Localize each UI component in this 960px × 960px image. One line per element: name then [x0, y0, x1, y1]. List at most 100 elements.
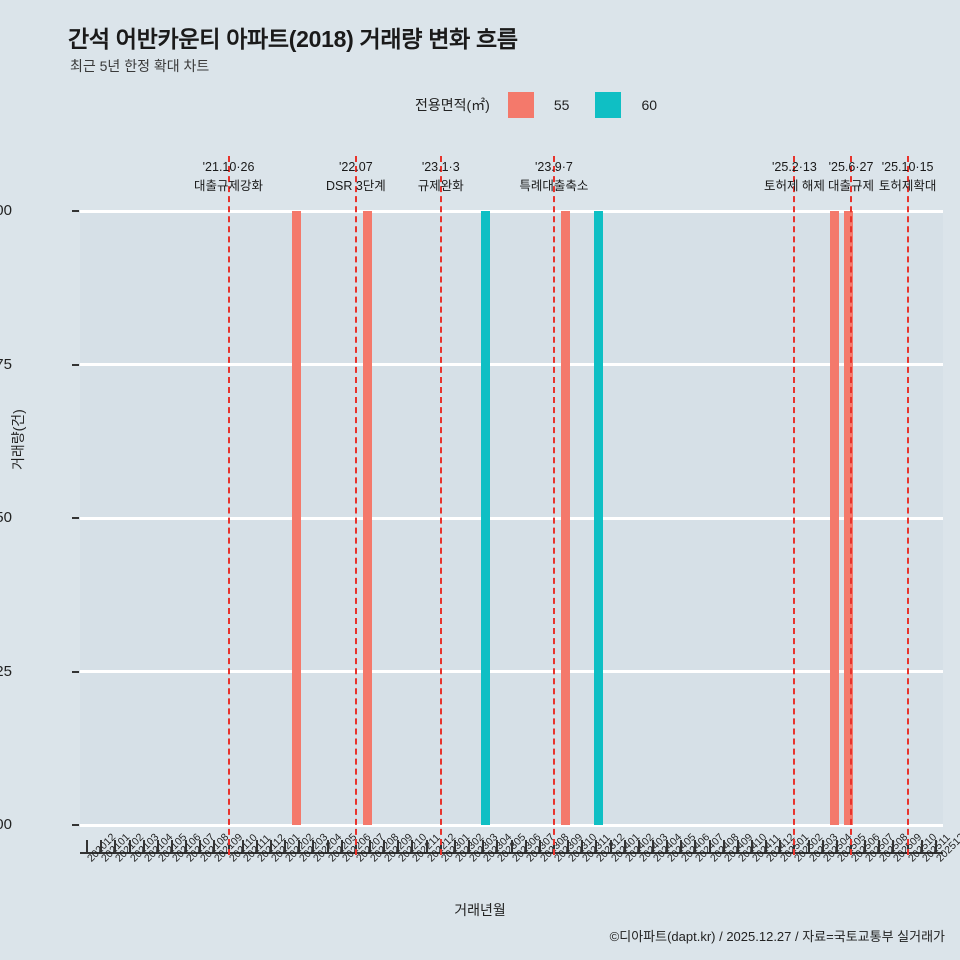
x-tick-mark	[637, 840, 640, 853]
x-tick-mark	[369, 840, 372, 853]
legend-swatch-60	[595, 92, 622, 118]
event-annotation-202502: '25.2·13 토허제 해제	[734, 158, 854, 196]
x-tick-mark	[510, 840, 513, 853]
bar-55-202506[interactable]	[844, 211, 854, 825]
chart-title: 간석 어반카운티 아파트(2018) 거래량 변화 흐름	[68, 26, 518, 52]
x-tick-mark	[878, 840, 881, 853]
event-date: '21.10·26	[202, 160, 255, 174]
grid-line	[80, 209, 943, 213]
x-tick-mark	[538, 840, 541, 853]
grid-line	[80, 823, 943, 827]
event-text: 규제완화	[417, 178, 464, 193]
event-annotation-202510: '25.10·15 토허제확대	[848, 158, 960, 196]
bar-60-202312[interactable]	[594, 211, 604, 825]
y-tick-mark	[72, 210, 79, 212]
chart-subtitle: 최근 5년 한정 확대 차트	[70, 58, 210, 74]
event-text: 토허제 해제	[763, 178, 825, 193]
x-axis-line	[80, 852, 943, 854]
x-tick-mark	[86, 840, 89, 853]
event-annotation-202301: '23.1·3 규제완화	[381, 158, 501, 196]
y-tick-label: 0.25	[0, 662, 12, 680]
y-axis-label: 거래량(건)	[10, 409, 26, 470]
bar-55-202310[interactable]	[561, 211, 571, 825]
event-line-202510	[906, 156, 909, 855]
y-tick-label: 1.00	[0, 202, 12, 219]
x-tick-mark	[581, 840, 584, 853]
event-annotation-202309: '23.9·7 특례대출축소	[494, 158, 614, 196]
x-tick-mark	[269, 840, 272, 853]
grid-line	[80, 363, 943, 366]
legend-label-60: 60	[641, 97, 658, 113]
bar-55-202203[interactable]	[292, 211, 302, 825]
x-tick-mark	[284, 840, 287, 853]
legend-title: 전용면적(㎡)	[415, 97, 490, 113]
x-tick-mark	[751, 840, 753, 853]
x-tick-mark	[100, 840, 103, 853]
x-tick-mark	[185, 840, 188, 853]
x-tick-mark	[411, 840, 414, 853]
x-tick-mark	[807, 840, 810, 853]
event-date: '22.07	[339, 160, 373, 174]
y-tick-mark	[72, 363, 79, 366]
x-tick-mark	[694, 840, 697, 853]
x-tick-mark	[128, 840, 131, 853]
legend-item-55[interactable]: 55	[507, 92, 570, 118]
event-text: 토허제확대	[878, 178, 937, 193]
event-text: 특례대출축소	[519, 178, 589, 193]
legend-label-55: 55	[553, 97, 570, 113]
legend-item-60[interactable]: 60	[595, 92, 657, 118]
x-tick-mark	[255, 840, 258, 853]
x-tick-mark	[835, 840, 838, 853]
x-tick-mark	[595, 840, 598, 853]
x-tick-mark	[114, 840, 117, 853]
event-line-202207	[354, 156, 357, 855]
event-date: '23.9·7	[535, 160, 573, 174]
x-tick-mark	[736, 840, 739, 853]
x-tick-mark	[920, 840, 923, 853]
x-tick-mark	[453, 840, 456, 853]
x-tick-mark	[326, 840, 329, 853]
x-tick-mark	[156, 840, 159, 853]
bar-55-202505[interactable]	[829, 211, 839, 825]
grid-line	[80, 516, 943, 520]
x-tick-mark	[142, 840, 145, 853]
event-text: 대출규제	[828, 178, 875, 193]
y-tick-mark	[72, 517, 79, 519]
x-tick-mark	[821, 840, 824, 853]
x-tick-mark	[623, 840, 626, 853]
y-tick-mark	[72, 670, 79, 673]
x-tick-mark	[241, 840, 244, 853]
event-text: 대출규제강화	[194, 178, 264, 193]
x-tick-mark	[722, 840, 725, 853]
x-tick-mark	[779, 840, 782, 853]
y-tick-mark	[72, 824, 79, 826]
x-tick-mark	[425, 840, 428, 853]
x-tick-mark	[934, 840, 937, 853]
event-line-202506	[850, 156, 853, 855]
x-tick-mark	[666, 840, 669, 853]
bar-55-202208[interactable]	[363, 211, 373, 825]
event-line-202309	[552, 156, 555, 855]
bar-60-202304[interactable]	[481, 211, 491, 825]
x-tick-mark	[340, 840, 343, 853]
x-axis-label: 거래년월	[454, 902, 506, 918]
legend-swatch-55	[507, 92, 534, 118]
y-tick-label: 0.00	[0, 816, 12, 833]
x-tick-mark	[383, 840, 386, 853]
y-tick-label: 0.50	[0, 509, 12, 526]
event-annotation-202207: '22.07 DSR 3단계	[296, 158, 416, 196]
event-line-202110	[227, 156, 230, 855]
x-tick-mark	[298, 840, 301, 853]
x-tick-mark	[567, 840, 570, 853]
x-tick-mark	[312, 840, 315, 853]
x-tick-mark	[468, 840, 471, 853]
x-tick-mark	[482, 840, 485, 853]
chart-footer: ©디아파트(dapt.kr) / 2025.12.27 / 자료=국토교통부 실…	[609, 929, 945, 944]
x-tick-mark	[609, 840, 612, 853]
x-tick-mark	[864, 840, 867, 853]
x-tick-mark	[524, 840, 527, 853]
x-tick-mark	[892, 840, 895, 853]
chart-legend: 전용면적(㎡) 55 60	[415, 92, 683, 118]
x-tick-mark	[651, 840, 654, 853]
